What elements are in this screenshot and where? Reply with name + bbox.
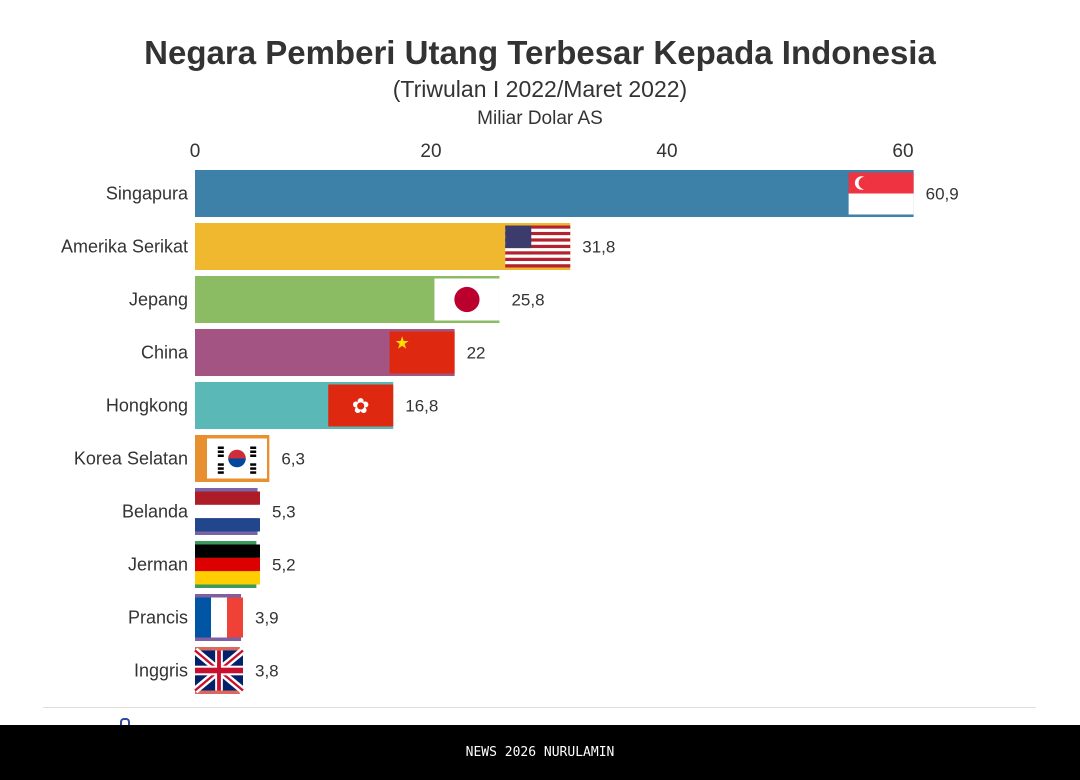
- chart-subtitle: (Triwulan I 2022/Maret 2022): [392, 76, 688, 102]
- svg-text:★: ★: [395, 333, 410, 352]
- value-label: 3,9: [255, 609, 279, 628]
- value-label: 6,3: [281, 450, 305, 469]
- value-label: 16,8: [405, 397, 438, 416]
- category-label: Korea Selatan: [74, 449, 188, 469]
- x-tick-label: 40: [656, 141, 677, 162]
- germany-flag-icon: [195, 544, 260, 585]
- category-label: Jepang: [129, 290, 188, 310]
- location-icon: [120, 718, 130, 727]
- value-label: 60,9: [926, 185, 959, 204]
- bar: [195, 170, 914, 217]
- netherlands-flag-icon: [195, 491, 260, 532]
- x-tick-label: 0: [190, 141, 201, 162]
- bar-chart: 0 20 40 60 Singapura 60,9 Amerika Serikat 31,8 J…: [61, 141, 959, 694]
- hongkong-flag-icon: ✿: [328, 384, 394, 427]
- x-tick-label: 20: [420, 141, 441, 162]
- value-label: 31,8: [582, 238, 615, 257]
- china-flag-icon: ★: [389, 331, 455, 374]
- japan-flag-icon: [434, 278, 500, 321]
- value-label: 3,8: [255, 662, 279, 681]
- value-label: 5,2: [272, 556, 296, 575]
- singapore-flag-icon: [848, 172, 914, 215]
- south-korea-flag-icon: [207, 438, 267, 479]
- axis-label: Miliar Dolar AS: [477, 108, 603, 129]
- category-label: Amerika Serikat: [61, 237, 188, 257]
- uk-flag-icon: [192, 647, 246, 694]
- chart-title: Negara Pemberi Utang Terbesar Kepada Ind…: [144, 34, 936, 71]
- value-label: 5,3: [272, 503, 296, 522]
- x-tick-label: 60: [892, 141, 913, 162]
- svg-text:✿: ✿: [352, 395, 370, 418]
- category-label: Belanda: [122, 502, 189, 522]
- value-label: 22: [467, 344, 486, 363]
- divider: [43, 707, 1036, 708]
- category-label: Singapura: [106, 184, 189, 204]
- category-label: Inggris: [134, 661, 188, 681]
- value-label: 25,8: [511, 291, 544, 310]
- category-label: Jerman: [128, 555, 188, 575]
- france-flag-icon: [195, 597, 243, 638]
- category-label: Prancis: [128, 608, 188, 628]
- usa-flag-icon: [505, 225, 571, 268]
- category-label: China: [141, 343, 189, 363]
- category-label: Hongkong: [106, 396, 188, 416]
- footer-watermark: NEWS 2026 NURULAMIN: [0, 725, 1080, 780]
